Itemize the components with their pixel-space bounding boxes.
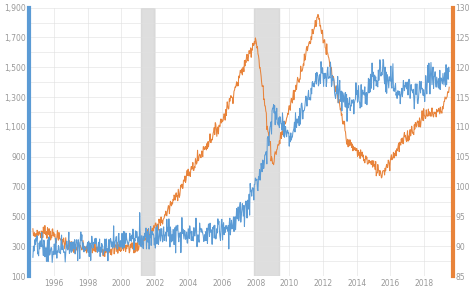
Bar [254, 8, 279, 276]
Bar [141, 8, 154, 276]
